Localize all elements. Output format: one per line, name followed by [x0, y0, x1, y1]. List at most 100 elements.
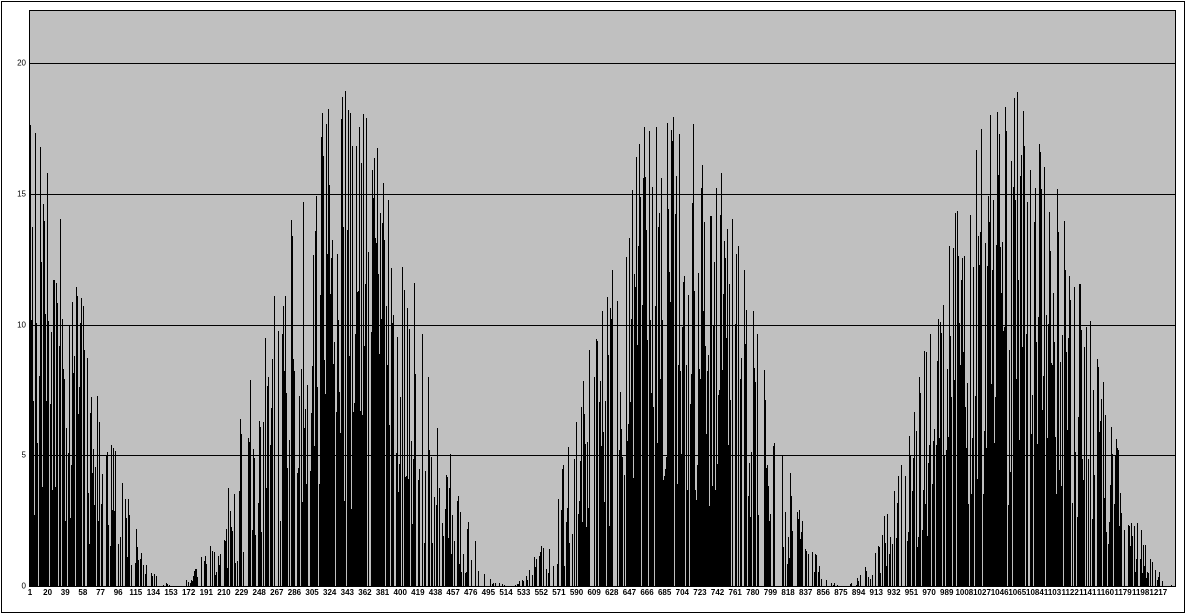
bar: [653, 407, 654, 586]
bar: [115, 478, 116, 586]
x-tick-label: 210: [217, 586, 230, 597]
bar: [231, 527, 232, 586]
bar: [569, 543, 570, 586]
x-tick-label: 1027: [973, 586, 991, 597]
x-tick-label: 856: [817, 586, 830, 597]
x-tick-label: 58: [78, 586, 87, 597]
x-tick-label: 1103: [1044, 586, 1061, 597]
bar: [576, 422, 577, 586]
x-tick-label: 267: [270, 586, 283, 597]
bar: [753, 311, 754, 586]
bar: [819, 579, 820, 586]
bar: [812, 552, 813, 586]
gridline-y-15: [30, 194, 1175, 195]
bar: [791, 496, 792, 586]
bar: [128, 499, 129, 586]
bar: [461, 572, 462, 586]
bar: [1086, 327, 1087, 586]
bar: [443, 536, 444, 586]
bar: [640, 197, 641, 586]
x-tick-label: 115: [129, 586, 142, 597]
bar: [1075, 452, 1076, 586]
bar: [384, 240, 385, 587]
y-tick-label: 15: [17, 189, 30, 198]
bar: [197, 577, 198, 586]
bar: [143, 565, 144, 586]
bar: [808, 554, 809, 586]
x-tick-label: 571: [552, 586, 565, 597]
x-tick-label: 590: [570, 586, 583, 597]
bar: [250, 380, 251, 586]
bar: [210, 546, 211, 586]
x-tick-label: 951: [905, 586, 918, 597]
bar: [751, 452, 752, 586]
bar: [673, 117, 674, 586]
bar: [368, 252, 369, 586]
bar: [821, 579, 822, 586]
x-tick-label: 780: [746, 586, 759, 597]
plot-area: 0510152012039587796115134153172191210229…: [29, 10, 1176, 587]
bar: [770, 514, 771, 586]
bar: [237, 561, 238, 586]
bar: [118, 544, 119, 586]
x-tick-label: 1008: [955, 586, 973, 597]
x-tick-label: 1141: [1079, 586, 1096, 597]
bar: [1011, 161, 1012, 586]
bar: [228, 488, 229, 586]
bar: [914, 412, 915, 586]
bar: [1090, 321, 1091, 586]
bar: [981, 129, 982, 586]
x-tick-label: 153: [164, 586, 177, 597]
bar: [901, 465, 902, 586]
bar: [930, 334, 931, 586]
bar: [84, 350, 85, 586]
bar: [1062, 335, 1063, 586]
x-tick-label: 400: [394, 586, 407, 597]
x-tick-label: 1179: [1114, 586, 1131, 597]
bar: [973, 267, 974, 586]
x-tick-label: 932: [887, 586, 900, 597]
bar: [402, 267, 403, 586]
bar: [574, 459, 575, 586]
bar: [57, 303, 58, 586]
bar: [317, 387, 318, 586]
bar: [968, 504, 969, 586]
bar: [741, 358, 742, 586]
x-tick-label: 628: [605, 586, 618, 597]
bar: [409, 329, 410, 586]
bar: [732, 219, 733, 586]
bar: [758, 515, 759, 586]
x-tick-label: 381: [376, 586, 389, 597]
x-tick-label: 894: [852, 586, 865, 597]
bar: [549, 549, 550, 586]
bar: [951, 397, 952, 586]
bar: [622, 457, 623, 586]
bar: [235, 563, 236, 586]
bar: [572, 534, 573, 586]
bar: [785, 512, 786, 586]
bar: [1150, 559, 1151, 586]
bar: [280, 521, 281, 586]
bar: [131, 565, 132, 586]
bar: [274, 296, 275, 586]
x-tick-label: 913: [870, 586, 883, 597]
bar: [415, 374, 416, 586]
bar: [1106, 532, 1107, 586]
x-tick-label: 1065: [1008, 586, 1026, 597]
bar: [400, 397, 401, 586]
x-tick-label: 39: [61, 586, 70, 597]
bar: [88, 493, 89, 586]
x-tick-label: 609: [587, 586, 600, 597]
x-tick-label: 362: [358, 586, 371, 597]
bar: [738, 246, 739, 586]
x-tick-label: 1046: [991, 586, 1009, 597]
bar: [74, 356, 75, 586]
bar: [806, 551, 807, 586]
bar: [289, 440, 290, 586]
bar: [154, 574, 155, 586]
bar: [310, 471, 311, 586]
x-tick-label: 419: [411, 586, 424, 597]
bar: [99, 422, 100, 587]
gridline-y-5: [30, 455, 1175, 456]
x-tick-label: 343: [341, 586, 354, 597]
